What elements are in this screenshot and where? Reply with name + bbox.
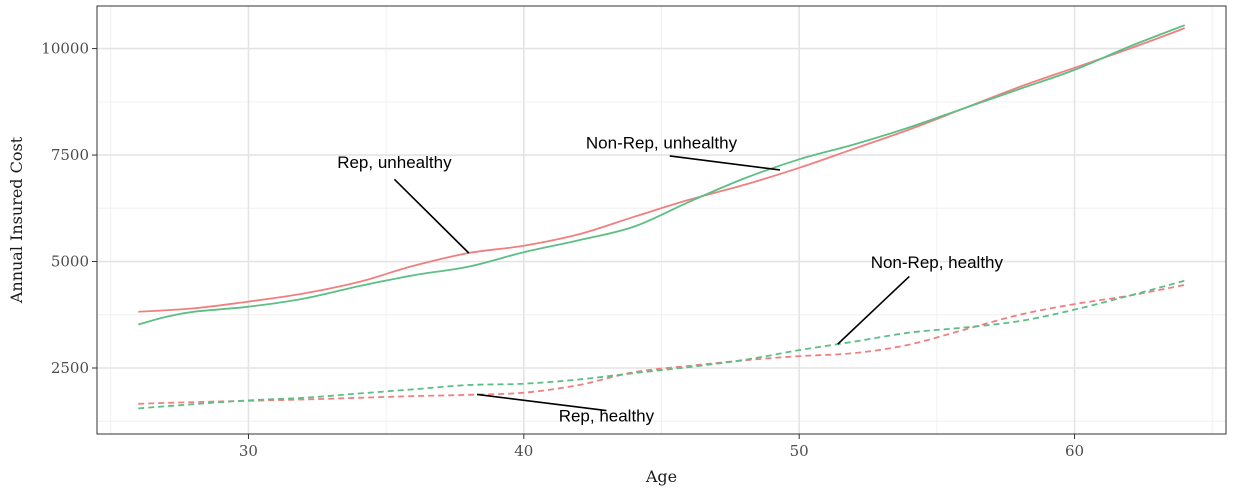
- panel-border: [96, 5, 1227, 435]
- annotation-label-3: Non-Rep, healthy: [871, 253, 1004, 272]
- y-tick-label: 10000: [41, 40, 89, 58]
- y-tick-label: 2500: [51, 359, 89, 377]
- annotation-leader-2: [669, 155, 781, 171]
- annotation-label-1: Rep, unhealthy: [337, 153, 452, 172]
- y-tick-label: 7500: [51, 146, 89, 164]
- x-axis-ticks: 30 40 50 60: [239, 434, 1084, 460]
- annotation-layer: Rep, unhealthy Non-Rep, unhealthy Non-Rep,…: [337, 134, 1003, 426]
- annotation-label-2: Non-Rep, unhealthy: [586, 134, 738, 153]
- y-axis-title: Annual Insured Cost: [7, 136, 26, 304]
- annotation-leader-4: [476, 393, 607, 412]
- series-line-4: [138, 279, 1185, 410]
- annotation-label-4: Rep, healthy: [559, 407, 655, 426]
- x-tick-label: 50: [790, 442, 809, 460]
- y-axis-ticks: 2500 5000 7500 10000: [41, 40, 97, 377]
- series-line-1: [138, 27, 1186, 313]
- annotation-leader-1: [393, 178, 470, 254]
- grid-minor: [97, 6, 1226, 434]
- annotation-leader-3: [837, 275, 910, 345]
- x-tick-label: 60: [1065, 442, 1084, 460]
- series-line-2: [138, 24, 1186, 326]
- x-tick-label: 30: [239, 442, 258, 460]
- series-layer: [138, 24, 1186, 410]
- x-tick-label: 40: [514, 442, 533, 460]
- x-axis-title: Age: [645, 467, 677, 486]
- y-tick-label: 5000: [51, 253, 89, 271]
- series-line-3: [138, 284, 1185, 405]
